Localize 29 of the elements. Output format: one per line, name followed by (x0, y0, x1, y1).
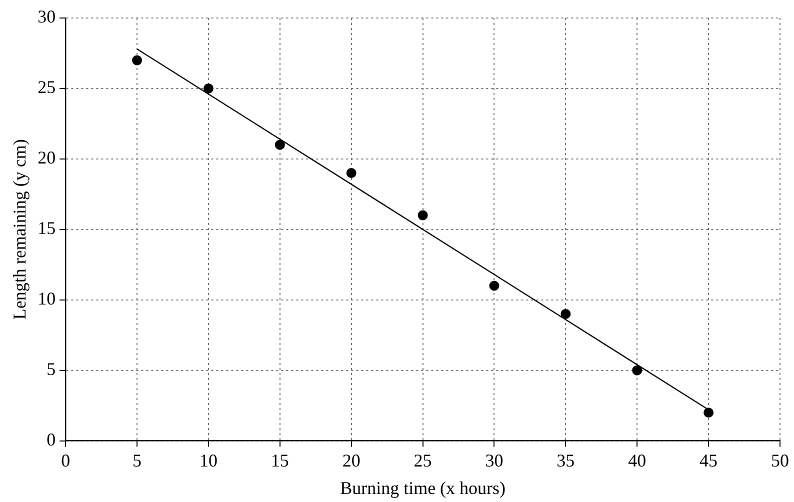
x-tick-label: 5 (132, 450, 142, 470)
point (489, 280, 500, 291)
point (418, 210, 428, 220)
x-tick-label: 15 (270, 450, 289, 470)
point (132, 55, 142, 66)
point (274, 140, 285, 150)
x-tick-label: 25 (414, 450, 432, 470)
y-tick-label: 10 (38, 288, 56, 309)
point (632, 365, 642, 376)
x-tick-label: 0 (61, 450, 70, 470)
point (346, 168, 356, 178)
x-tick-label: 35 (556, 450, 575, 470)
point (560, 308, 571, 319)
x-tick-label: 40 (628, 450, 646, 470)
x-tick-label: 45 (700, 450, 718, 470)
point (704, 408, 714, 418)
x-tick-label: 50 (771, 450, 789, 470)
x-tick-label: 10 (199, 450, 218, 470)
point (203, 83, 214, 94)
x-tick-label: 20 (342, 450, 360, 470)
y-tick-label: 25 (38, 77, 56, 98)
y-tick-label: 0 (46, 430, 56, 450)
y-axis-title: Length remaining (y cm) (10, 139, 30, 320)
y-tick-label: 15 (38, 218, 56, 238)
y-tick-label: 30 (38, 6, 56, 27)
x-tick-label: 30 (485, 450, 504, 470)
y-tick-label: 5 (46, 359, 56, 380)
x-axis-title: Burning time (x hours) (340, 478, 506, 498)
y-tick-label: 20 (38, 148, 56, 168)
